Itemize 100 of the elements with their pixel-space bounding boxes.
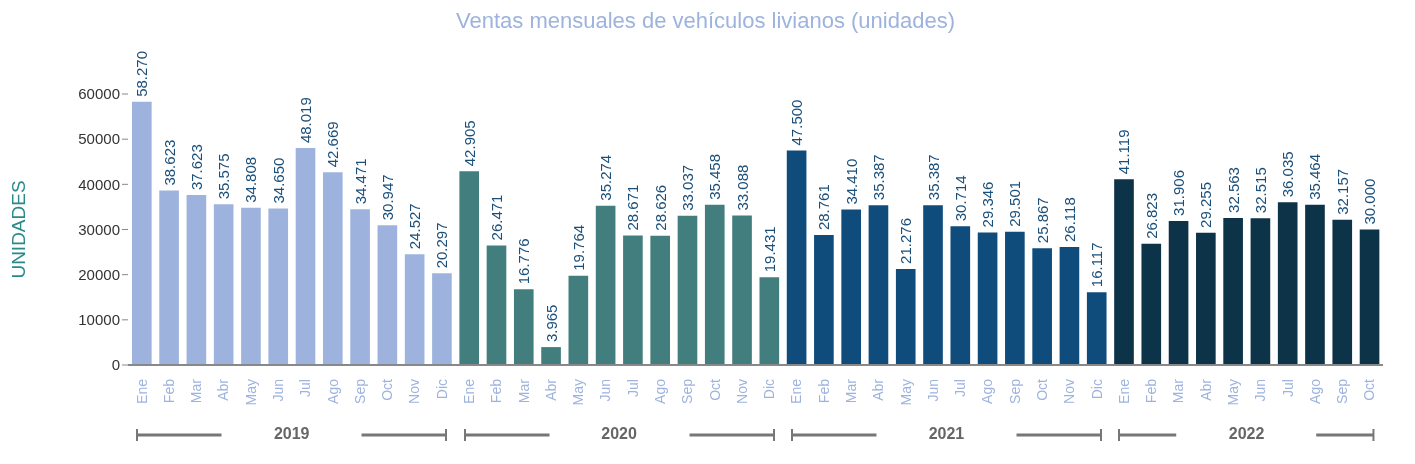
- data-label: 47.500: [788, 99, 806, 146]
- data-label: 16.117: [1088, 242, 1106, 288]
- x-tick-label: Jul: [1279, 379, 1296, 397]
- data-label: 34.650: [269, 157, 287, 204]
- data-label: 25.867: [1033, 197, 1051, 244]
- bar: [759, 277, 780, 365]
- data-label: 19.431: [760, 226, 778, 273]
- x-tick-label: Abr: [542, 378, 559, 401]
- x-tick-label: Mar: [515, 378, 532, 404]
- x-tick-label: Ene: [1115, 378, 1132, 404]
- x-tick-label: Mar: [188, 378, 205, 404]
- bar: [1114, 179, 1134, 365]
- data-label: 26.823: [1142, 192, 1160, 239]
- data-label: 29.255: [1197, 181, 1215, 228]
- data-label: 30.000: [1361, 178, 1379, 225]
- data-label: 19.764: [569, 224, 587, 271]
- data-label: 33.088: [733, 164, 751, 211]
- y-tick-label: 0: [111, 356, 120, 374]
- data-label: 29.346: [979, 181, 997, 228]
- data-label: 35.387: [924, 154, 942, 201]
- bar: [677, 215, 698, 365]
- x-tick-label: Nov: [1061, 379, 1078, 404]
- x-tick-label: Jun: [270, 379, 287, 402]
- bar: [786, 150, 807, 365]
- x-tick-label: Ene: [788, 378, 805, 404]
- bar: [513, 289, 534, 365]
- x-tick-label: Jul: [952, 379, 969, 397]
- bar: [923, 205, 943, 365]
- y-tick-label: 50000: [78, 130, 120, 148]
- data-label: 34.471: [351, 158, 369, 205]
- data-label: 30.714: [951, 175, 969, 222]
- text: 2019: [272, 425, 311, 443]
- bar: [459, 171, 480, 365]
- data-label: 42.669: [324, 121, 342, 168]
- x-tick-label: Oct: [706, 378, 723, 401]
- data-label: 21.276: [897, 218, 915, 264]
- x-tick-label: Jul: [624, 379, 641, 397]
- bar: [241, 207, 261, 365]
- text: 2022: [1227, 425, 1266, 443]
- bar: [268, 208, 289, 365]
- data-label: 26.118: [1060, 197, 1078, 243]
- x-tick-label: Dic: [433, 379, 450, 400]
- x-tick-label: Feb: [488, 378, 505, 404]
- bar: [868, 205, 889, 365]
- bar: [704, 204, 725, 365]
- data-label: 35.575: [215, 153, 233, 200]
- data-label: 42.905: [460, 120, 478, 167]
- x-tick-label: Jun: [924, 379, 941, 402]
- x-tick-label: Mar: [842, 378, 859, 404]
- bar: [541, 347, 561, 365]
- chart-title: Ventas mensuales de vehículos livianos (unidades): [455, 8, 956, 35]
- data-label: 28.761: [815, 184, 833, 231]
- x-tick-label: Oct: [1361, 378, 1378, 401]
- x-tick-label: Sep: [1334, 378, 1351, 404]
- bar: [977, 232, 998, 365]
- data-label: 31.906: [1170, 170, 1188, 216]
- data-label: 30.947: [378, 174, 396, 221]
- data-label: 58.270: [133, 50, 151, 97]
- x-tick-label: May: [897, 379, 914, 406]
- x-tick-label: Sep: [679, 378, 696, 404]
- text: 2021: [927, 425, 966, 443]
- x-tick-label: Dic: [1088, 379, 1105, 400]
- x-tick-label: Ene: [133, 378, 150, 404]
- bar: [486, 245, 507, 365]
- data-label: 35.274: [597, 154, 615, 201]
- bar: [650, 235, 671, 365]
- data-label: 16.776: [515, 238, 533, 285]
- y-tick-label: 10000: [78, 311, 120, 329]
- bar: [623, 235, 643, 365]
- bar: [159, 190, 179, 365]
- bar: [841, 209, 861, 365]
- bar: [377, 225, 398, 365]
- bar: [1032, 248, 1052, 365]
- bar: [1277, 202, 1298, 365]
- data-label: 28.626: [651, 184, 669, 231]
- bar: [1141, 243, 1162, 365]
- bar: [295, 148, 316, 365]
- bar: [568, 275, 589, 365]
- data-label: 20.297: [433, 222, 451, 269]
- x-tick-label: Ene: [461, 378, 478, 404]
- bar: [895, 268, 916, 365]
- x-tick-label: Nov: [733, 379, 750, 404]
- x-tick-label: Oct: [379, 378, 396, 401]
- data-label: 35.458: [706, 153, 724, 200]
- y-tick-label: 60000: [78, 85, 120, 103]
- x-tick-label: May: [570, 379, 587, 406]
- x-tick-label: Ago: [324, 378, 341, 404]
- bar: [1168, 220, 1189, 365]
- data-label: 36.035: [1279, 151, 1297, 198]
- y-axis-title: UNIDADES: [7, 180, 29, 279]
- bar: [132, 101, 152, 365]
- data-label: 35.464: [1306, 153, 1324, 200]
- data-label: 48.019: [297, 97, 315, 144]
- bar: [1359, 229, 1380, 365]
- y-tick-label: 30000: [78, 220, 120, 238]
- data-label: 32.563: [1224, 167, 1242, 213]
- x-tick-label: Ago: [652, 378, 669, 404]
- data-label: 32.515: [1251, 167, 1269, 214]
- data-label: 24.527: [406, 203, 424, 250]
- bar: [432, 273, 452, 365]
